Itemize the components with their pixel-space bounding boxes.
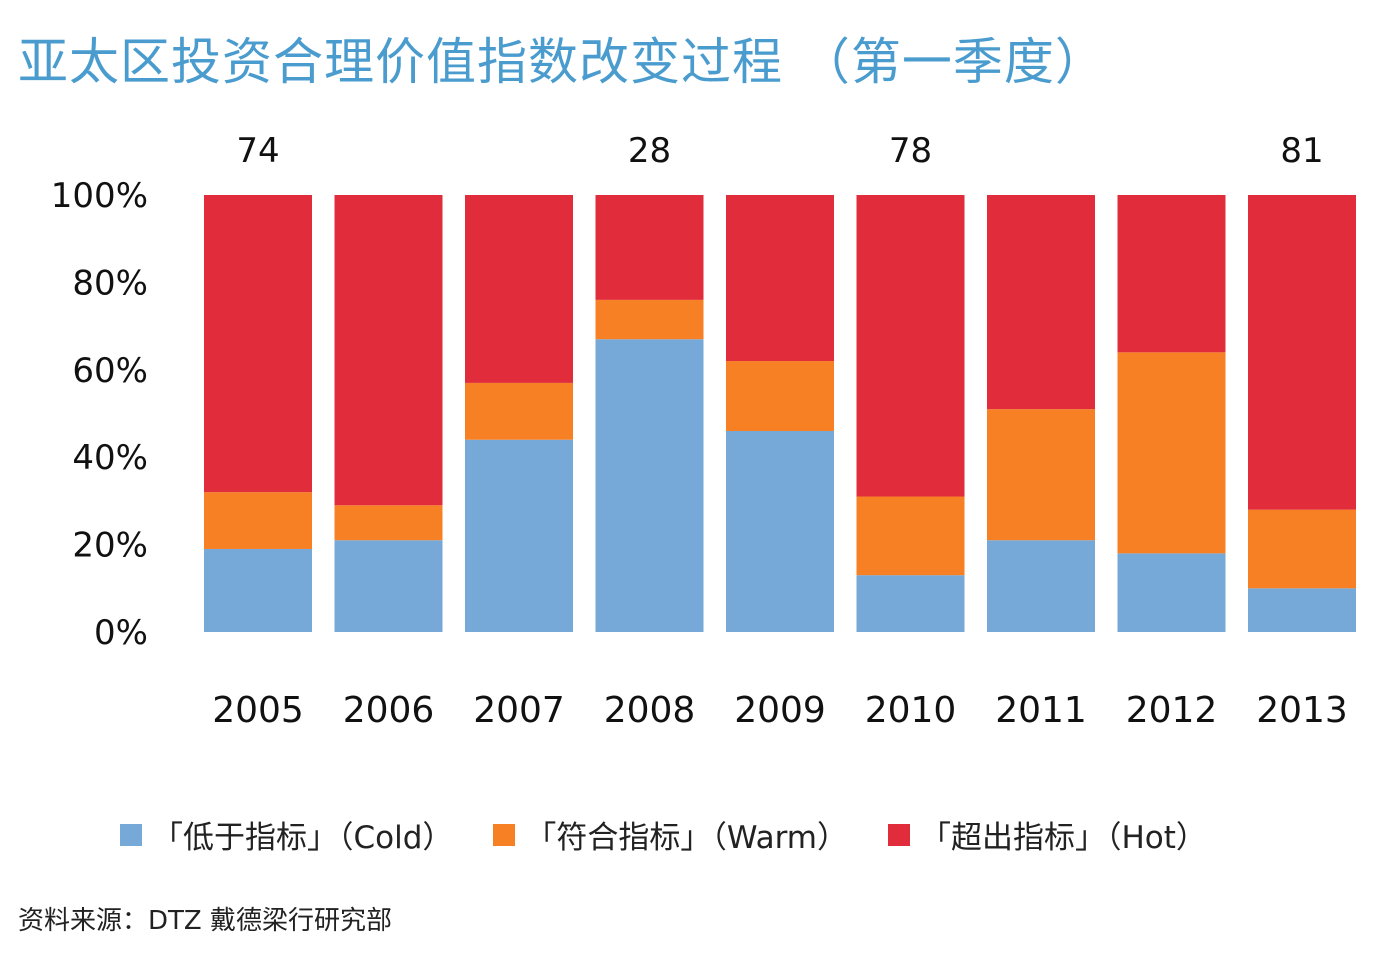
bar-segment-2010-0 — [856, 575, 965, 632]
bar-segment-2008-2 — [595, 195, 704, 300]
legend-label-warm: 「符合指标」（Warm） — [525, 820, 848, 856]
y-tick-label: 40% — [72, 438, 148, 478]
annotations: 74 28 78 81 — [236, 131, 1323, 171]
y-axis: 0% 20% 40% 60% 80% 100% — [51, 176, 148, 653]
x-tick-label-2012: 2012 — [1126, 690, 1218, 731]
x-tick-label-2006: 2006 — [343, 690, 435, 731]
legend-label-hot: 「超出指标」（Hot） — [919, 820, 1207, 856]
bar-segment-2005-1 — [204, 492, 312, 549]
legend-swatch-warm — [493, 823, 516, 846]
bar-segment-2008-0 — [595, 339, 704, 632]
legend: 「低于指标」（Cold） 「符合指标」（Warm） 「超出指标」（Hot） — [120, 812, 1247, 857]
bar-segment-2009-1 — [726, 361, 834, 431]
legend-swatch-hot — [887, 823, 910, 846]
x-tick-label-2009: 2009 — [734, 690, 826, 731]
legend-item-cold: 「低于指标」（Cold） — [120, 812, 453, 857]
y-tick-label: 80% — [72, 263, 148, 303]
x-tick-label-2011: 2011 — [995, 690, 1087, 731]
chart-title: 亚太区投资合理价值指数改变过程 （第一季度） — [18, 33, 1106, 91]
y-tick-label: 60% — [72, 351, 148, 391]
source-note: 资料来源：DTZ 戴德梁行研究部 — [18, 906, 392, 936]
bars — [204, 195, 1356, 632]
y-tick-label: 20% — [72, 526, 148, 566]
annotation-2010: 78 — [889, 131, 932, 171]
bar-segment-2013-2 — [1248, 195, 1356, 510]
bar-segment-2012-2 — [1117, 195, 1226, 353]
bar-segment-2008-1 — [595, 299, 704, 340]
bar-segment-2010-2 — [856, 195, 965, 497]
bar-segment-2006-1 — [334, 505, 443, 541]
annotation-2008: 28 — [628, 131, 671, 171]
x-tick-label-2005: 2005 — [212, 690, 304, 731]
x-axis: 2005 2006 2007 2008 2009 2010 2011 2012 2013 — [212, 690, 1348, 731]
x-tick-label-2008: 2008 — [604, 690, 696, 731]
bar-segment-2009-2 — [726, 195, 834, 362]
bar-segment-2007-2 — [465, 195, 573, 383]
bar-segment-2005-0 — [204, 548, 312, 632]
bar-segment-2013-1 — [1248, 509, 1356, 589]
bar-segment-2009-0 — [726, 430, 834, 632]
bar-segment-2007-0 — [465, 439, 573, 632]
bar-segment-2011-0 — [987, 540, 1095, 632]
legend-swatch-cold — [120, 823, 142, 846]
y-tick-label: 100% — [51, 176, 148, 216]
annotation-2005: 74 — [236, 131, 279, 171]
x-tick-label-2007: 2007 — [473, 690, 565, 731]
bar-segment-2007-1 — [465, 382, 573, 440]
bar-segment-2012-0 — [1117, 553, 1226, 632]
bar-segment-2005-2 — [204, 195, 312, 493]
x-tick-label-2013: 2013 — [1256, 690, 1348, 731]
bar-segment-2011-2 — [987, 195, 1095, 410]
bar-segment-2006-0 — [334, 540, 443, 632]
legend-label-cold: 「低于指标」（Cold） — [152, 820, 454, 856]
bar-segment-2006-2 — [334, 195, 443, 506]
annotation-2013: 81 — [1280, 131, 1323, 171]
legend-item-hot: 「超出指标」（Hot） — [887, 812, 1207, 857]
stacked-bar-chart: 0%20%40%60%80%100% 2005 2006 2007 2008 2009 2… — [51, 131, 1356, 731]
bar-segment-2011-1 — [987, 409, 1095, 541]
bar-segment-2010-1 — [856, 496, 965, 576]
x-tick-label-2010: 2010 — [865, 690, 957, 731]
bar-segment-2012-1 — [1117, 352, 1226, 554]
bar-segment-2013-0 — [1248, 588, 1356, 632]
legend-item-warm: 「符合指标」（Warm） — [493, 812, 848, 857]
y-tick-label: 0% — [94, 613, 148, 653]
